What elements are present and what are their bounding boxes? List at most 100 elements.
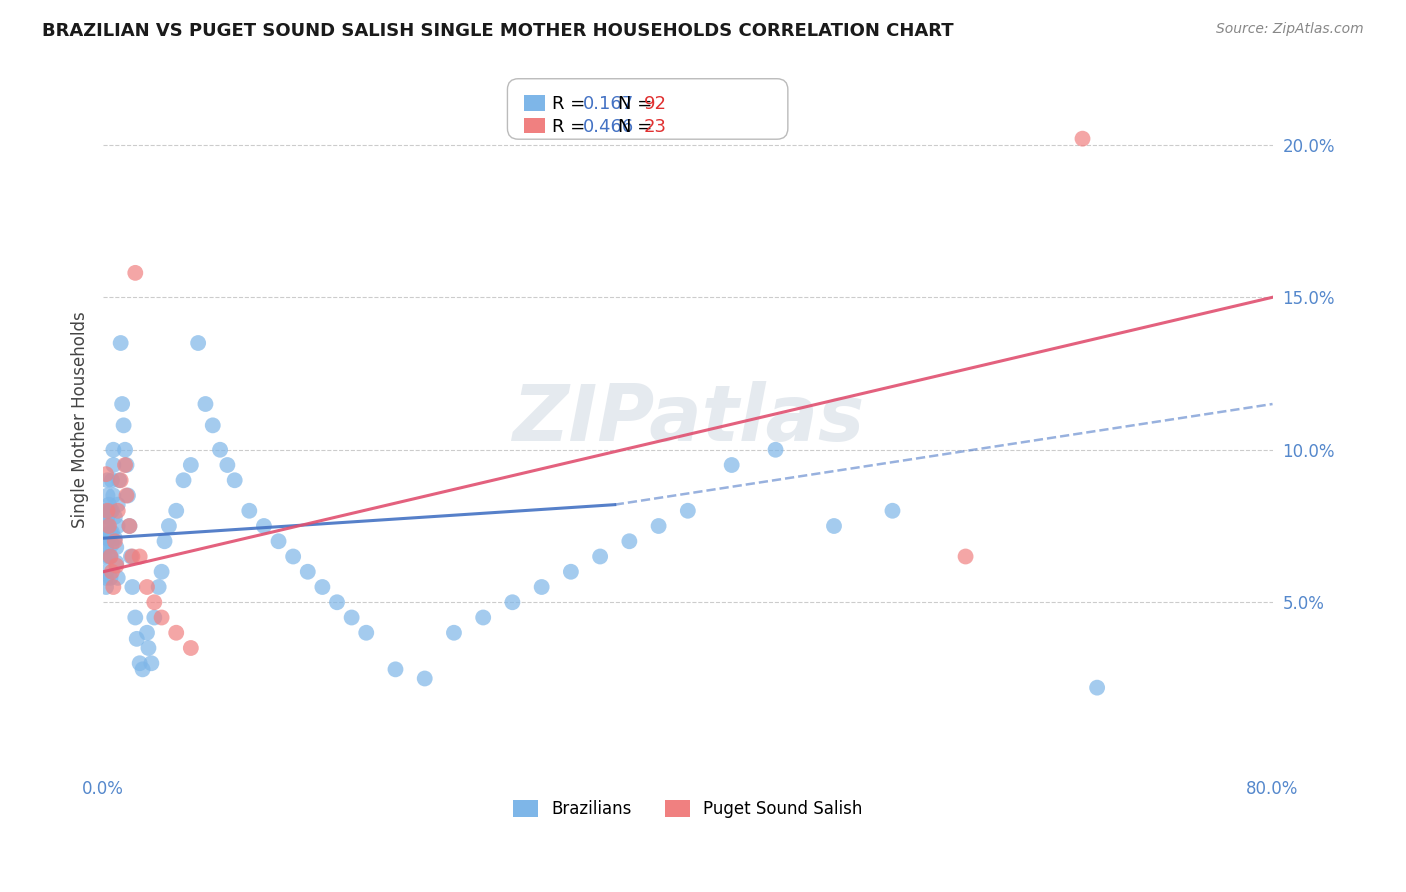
Brazilians [107,571,129,585]
Brazilians [326,595,349,609]
Brazilians [103,442,125,457]
Brazilians [114,442,136,457]
Brazilians [224,473,246,487]
Brazilians [100,571,122,585]
Brazilians [150,565,173,579]
Brazilians [141,657,163,671]
Brazilians [101,504,124,518]
Brazilians [101,473,124,487]
Brazilians [173,473,195,487]
Brazilians [823,519,845,533]
Puget Sound Salish [98,519,121,533]
Puget Sound Salish [96,504,118,518]
Text: Source: ZipAtlas.com: Source: ZipAtlas.com [1216,22,1364,37]
Text: BRAZILIAN VS PUGET SOUND SALISH SINGLE MOTHER HOUSEHOLDS CORRELATION CHART: BRAZILIAN VS PUGET SOUND SALISH SINGLE M… [42,22,953,40]
Brazilians [94,565,117,579]
Brazilians [765,442,787,457]
Brazilians [108,473,131,487]
Brazilians [104,509,127,524]
Brazilians [354,625,377,640]
Brazilians [105,556,128,570]
Brazilians [136,625,159,640]
Brazilians [283,549,305,564]
Text: 0.167: 0.167 [582,95,634,113]
Brazilians [124,610,146,624]
Brazilians [112,418,135,433]
Brazilians [165,504,187,518]
Brazilians [93,534,115,549]
Brazilians [110,336,132,351]
Text: N =: N = [617,95,652,113]
Puget Sound Salish [128,549,150,564]
Brazilians [589,549,612,564]
Brazilians [94,580,117,594]
Text: 92: 92 [644,95,666,113]
Text: ZIPatlas: ZIPatlas [512,381,863,458]
Brazilians [180,458,202,472]
Puget Sound Salish [118,519,141,533]
Brazilians [98,549,121,564]
Puget Sound Salish [101,565,124,579]
Brazilians [619,534,641,549]
Brazilians [267,534,290,549]
Brazilians [101,537,124,551]
Puget Sound Salish [955,549,977,564]
Brazilians [98,507,121,521]
Text: 0.466: 0.466 [582,118,634,136]
Text: 23: 23 [644,118,666,136]
Brazilians [143,610,166,624]
Puget Sound Salish [105,558,128,573]
Brazilians [131,662,153,676]
Brazilians [120,549,142,564]
Puget Sound Salish [103,580,125,594]
Brazilians [103,489,125,503]
Brazilians [96,509,118,524]
Brazilians [94,528,117,542]
Puget Sound Salish [165,625,187,640]
Brazilians [96,473,118,487]
Puget Sound Salish [114,458,136,472]
Brazilians [105,541,128,555]
Brazilians [209,442,232,457]
Puget Sound Salish [94,467,117,482]
Brazilians [103,458,125,472]
Text: R =: R = [553,95,585,113]
Brazilians [98,531,121,545]
Brazilians [1085,681,1108,695]
Brazilians [100,525,122,540]
Brazilians [121,580,143,594]
Brazilians [125,632,148,646]
Puget Sound Salish [100,549,122,564]
Y-axis label: Single Mother Households: Single Mother Households [72,311,89,528]
Brazilians [676,504,699,518]
Puget Sound Salish [143,595,166,609]
Text: N =: N = [617,118,652,136]
Puget Sound Salish [136,580,159,594]
Brazilians [111,397,134,411]
Brazilians [96,531,118,545]
Brazilians [93,504,115,518]
Puget Sound Salish [124,266,146,280]
Puget Sound Salish [115,489,138,503]
Brazilians [720,458,742,472]
Brazilians [472,610,495,624]
Brazilians [501,595,523,609]
Brazilians [98,498,121,512]
Brazilians [107,498,129,512]
Bar [524,95,546,111]
Brazilians [138,640,160,655]
Brazilians [93,549,115,564]
Brazilians [340,610,363,624]
Brazilians [311,580,333,594]
Brazilians [104,531,127,545]
Bar [524,118,546,133]
Puget Sound Salish [104,534,127,549]
Brazilians [93,519,115,533]
Brazilians [96,489,118,503]
Brazilians [560,565,582,579]
Brazilians [100,504,122,518]
Brazilians [384,662,406,676]
Brazilians [100,549,122,564]
Text: R =: R = [553,118,585,136]
Brazilians [297,565,319,579]
